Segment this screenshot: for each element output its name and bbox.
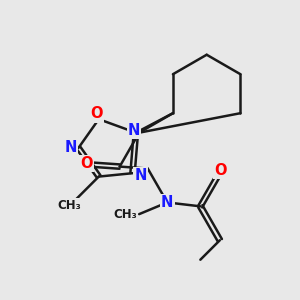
Text: O: O [90, 106, 103, 122]
Text: N: N [161, 195, 173, 210]
Text: CH₃: CH₃ [58, 199, 82, 212]
Text: N: N [134, 168, 146, 183]
Text: N: N [128, 123, 140, 138]
Text: CH₃: CH₃ [113, 208, 137, 221]
Text: O: O [80, 156, 93, 171]
Text: O: O [214, 163, 226, 178]
Text: N: N [64, 140, 77, 155]
